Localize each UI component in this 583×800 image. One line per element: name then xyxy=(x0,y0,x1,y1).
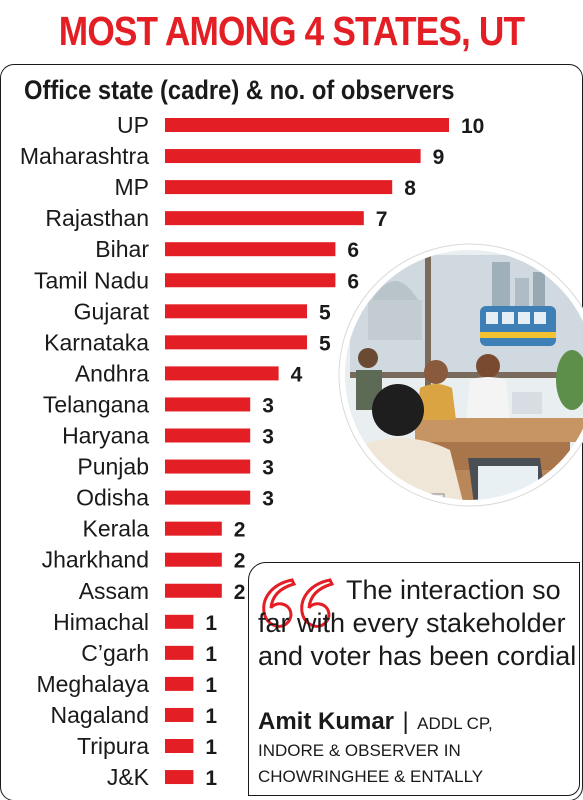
data-label: 4 xyxy=(291,363,303,386)
bar xyxy=(165,397,251,412)
bar xyxy=(165,118,449,132)
data-label: 1 xyxy=(205,767,217,790)
category-label: Assam xyxy=(79,578,149,604)
category-label: Nagaland xyxy=(51,702,149,728)
category-label: Haryana xyxy=(62,423,149,449)
data-label: 3 xyxy=(262,426,274,449)
data-label: 7 xyxy=(376,208,388,231)
category-label: Punjab xyxy=(77,454,149,480)
data-label: 2 xyxy=(234,581,246,604)
data-label: 3 xyxy=(262,394,274,417)
category-label: Telangana xyxy=(43,391,149,417)
data-label: 5 xyxy=(319,332,331,355)
bar xyxy=(165,770,194,785)
category-label: C’garh xyxy=(81,640,149,666)
category-label: Tamil Nadu xyxy=(34,267,149,293)
data-label: 2 xyxy=(234,550,246,573)
quote-role-line1: ADDL CP, xyxy=(417,714,493,733)
data-label: 1 xyxy=(205,612,217,635)
data-label: 10 xyxy=(461,115,484,138)
data-label: 6 xyxy=(347,270,359,293)
category-label: Himachal xyxy=(53,609,149,635)
bar xyxy=(165,521,222,536)
category-label: MP xyxy=(115,174,150,200)
chart-title: Office state (cadre) & no. of observers xyxy=(24,75,455,105)
bar xyxy=(165,180,393,195)
bar xyxy=(165,242,336,257)
category-label: Jharkhand xyxy=(42,547,149,573)
bar xyxy=(165,614,194,629)
category-label: Odisha xyxy=(76,485,149,511)
data-label: 1 xyxy=(205,674,217,697)
data-label: 1 xyxy=(205,705,217,728)
bar xyxy=(165,645,194,660)
bar xyxy=(165,490,251,505)
bar xyxy=(165,149,421,164)
bar xyxy=(165,707,194,722)
bar xyxy=(165,676,194,691)
data-label: 6 xyxy=(347,239,359,262)
headline: MOST AMONG 4 STATES, UT xyxy=(40,0,543,62)
category-label: Gujarat xyxy=(74,298,150,324)
data-label: 1 xyxy=(205,736,217,759)
category-label: Maharashtra xyxy=(20,143,149,169)
quote-mark-icon xyxy=(262,578,335,628)
data-label: 9 xyxy=(433,146,445,169)
category-label: Kerala xyxy=(83,516,150,542)
quote-author-line: Amit Kumar | ADDL CP, xyxy=(258,708,578,736)
bar xyxy=(165,273,336,288)
data-label: 3 xyxy=(262,488,274,511)
category-label: Meghalaya xyxy=(36,671,149,697)
bar xyxy=(165,335,307,350)
bar xyxy=(165,428,251,443)
data-label: 8 xyxy=(404,177,416,200)
quote-separator: | xyxy=(402,708,409,735)
category-label: Rajasthan xyxy=(45,205,149,231)
category-label: Karnataka xyxy=(44,329,149,355)
quote-text: The interaction so far with every stakeh… xyxy=(258,575,577,671)
category-label: Andhra xyxy=(75,360,149,386)
bar xyxy=(165,583,222,598)
bar xyxy=(165,366,279,381)
data-label: 2 xyxy=(234,519,246,542)
category-label: Bihar xyxy=(95,236,149,262)
category-label: J&K xyxy=(107,764,150,790)
data-label: 5 xyxy=(319,301,331,324)
bar xyxy=(165,211,364,226)
category-label: UP xyxy=(117,112,149,138)
category-label: Tripura xyxy=(77,733,149,759)
data-label: 3 xyxy=(262,457,274,480)
data-label: 1 xyxy=(205,643,217,666)
bar xyxy=(165,739,194,753)
quote-author: Amit Kumar xyxy=(258,708,395,735)
quote-role-line2: INDORE & OBSERVER IN CHOWRINGHEE & ENTAL… xyxy=(258,741,484,786)
bar xyxy=(165,552,222,567)
bar xyxy=(165,304,307,319)
bar xyxy=(165,459,251,474)
